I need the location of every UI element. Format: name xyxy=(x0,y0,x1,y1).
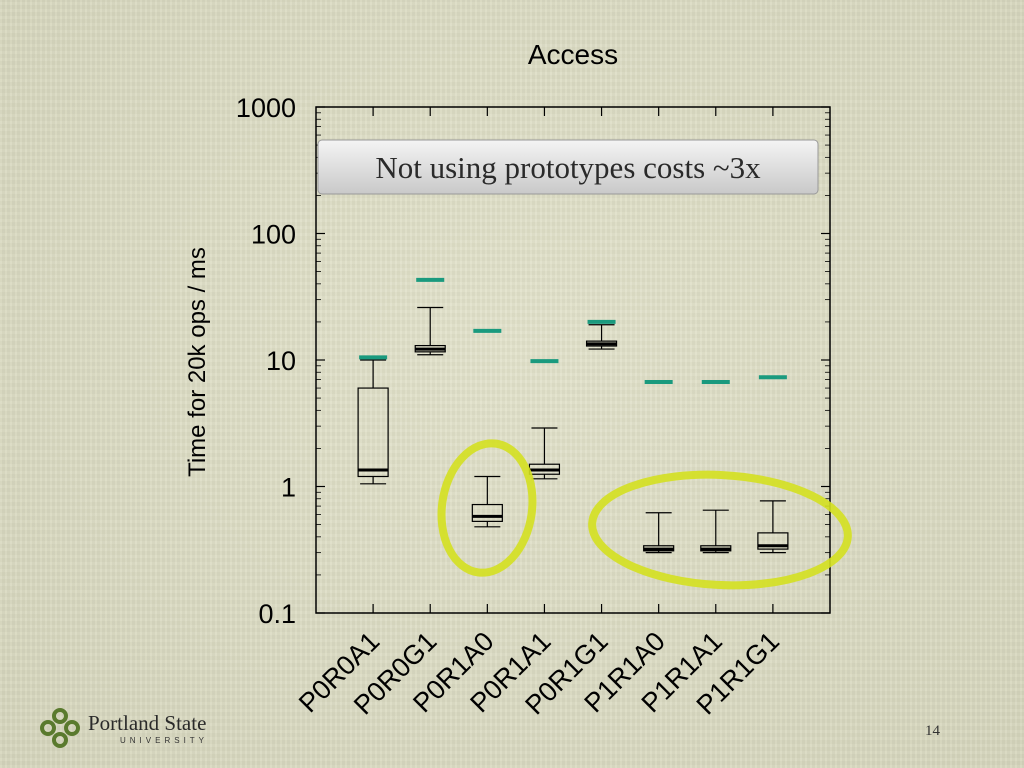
y-tick-label: 100 xyxy=(251,220,296,250)
highlight-circle-p1r1 xyxy=(588,470,852,590)
portland-state-logo-icon xyxy=(40,708,80,748)
annotation-callout: Not using prototypes costs ~3x xyxy=(317,139,819,195)
box-iqr xyxy=(757,532,789,550)
y-tick-label: 1 xyxy=(281,473,296,503)
y-axis-label: Time for 20k ops / ms xyxy=(184,247,211,477)
y-tick-label: 1000 xyxy=(236,93,296,123)
highlight-circle-p0r1a0 xyxy=(437,439,537,577)
box-iqr xyxy=(471,503,503,522)
y-tick-label: 0.1 xyxy=(258,599,296,629)
logo-subtext: UNIVERSITY xyxy=(120,736,209,745)
page-number: 14 xyxy=(925,723,940,739)
chart-title: Access xyxy=(528,39,618,70)
annotation-text: Not using prototypes costs ~3x xyxy=(375,150,761,185)
logo-text: Portland State xyxy=(88,711,207,735)
box-iqr xyxy=(357,387,389,478)
y-tick-label: 10 xyxy=(266,346,296,376)
annotation-box xyxy=(317,139,819,195)
